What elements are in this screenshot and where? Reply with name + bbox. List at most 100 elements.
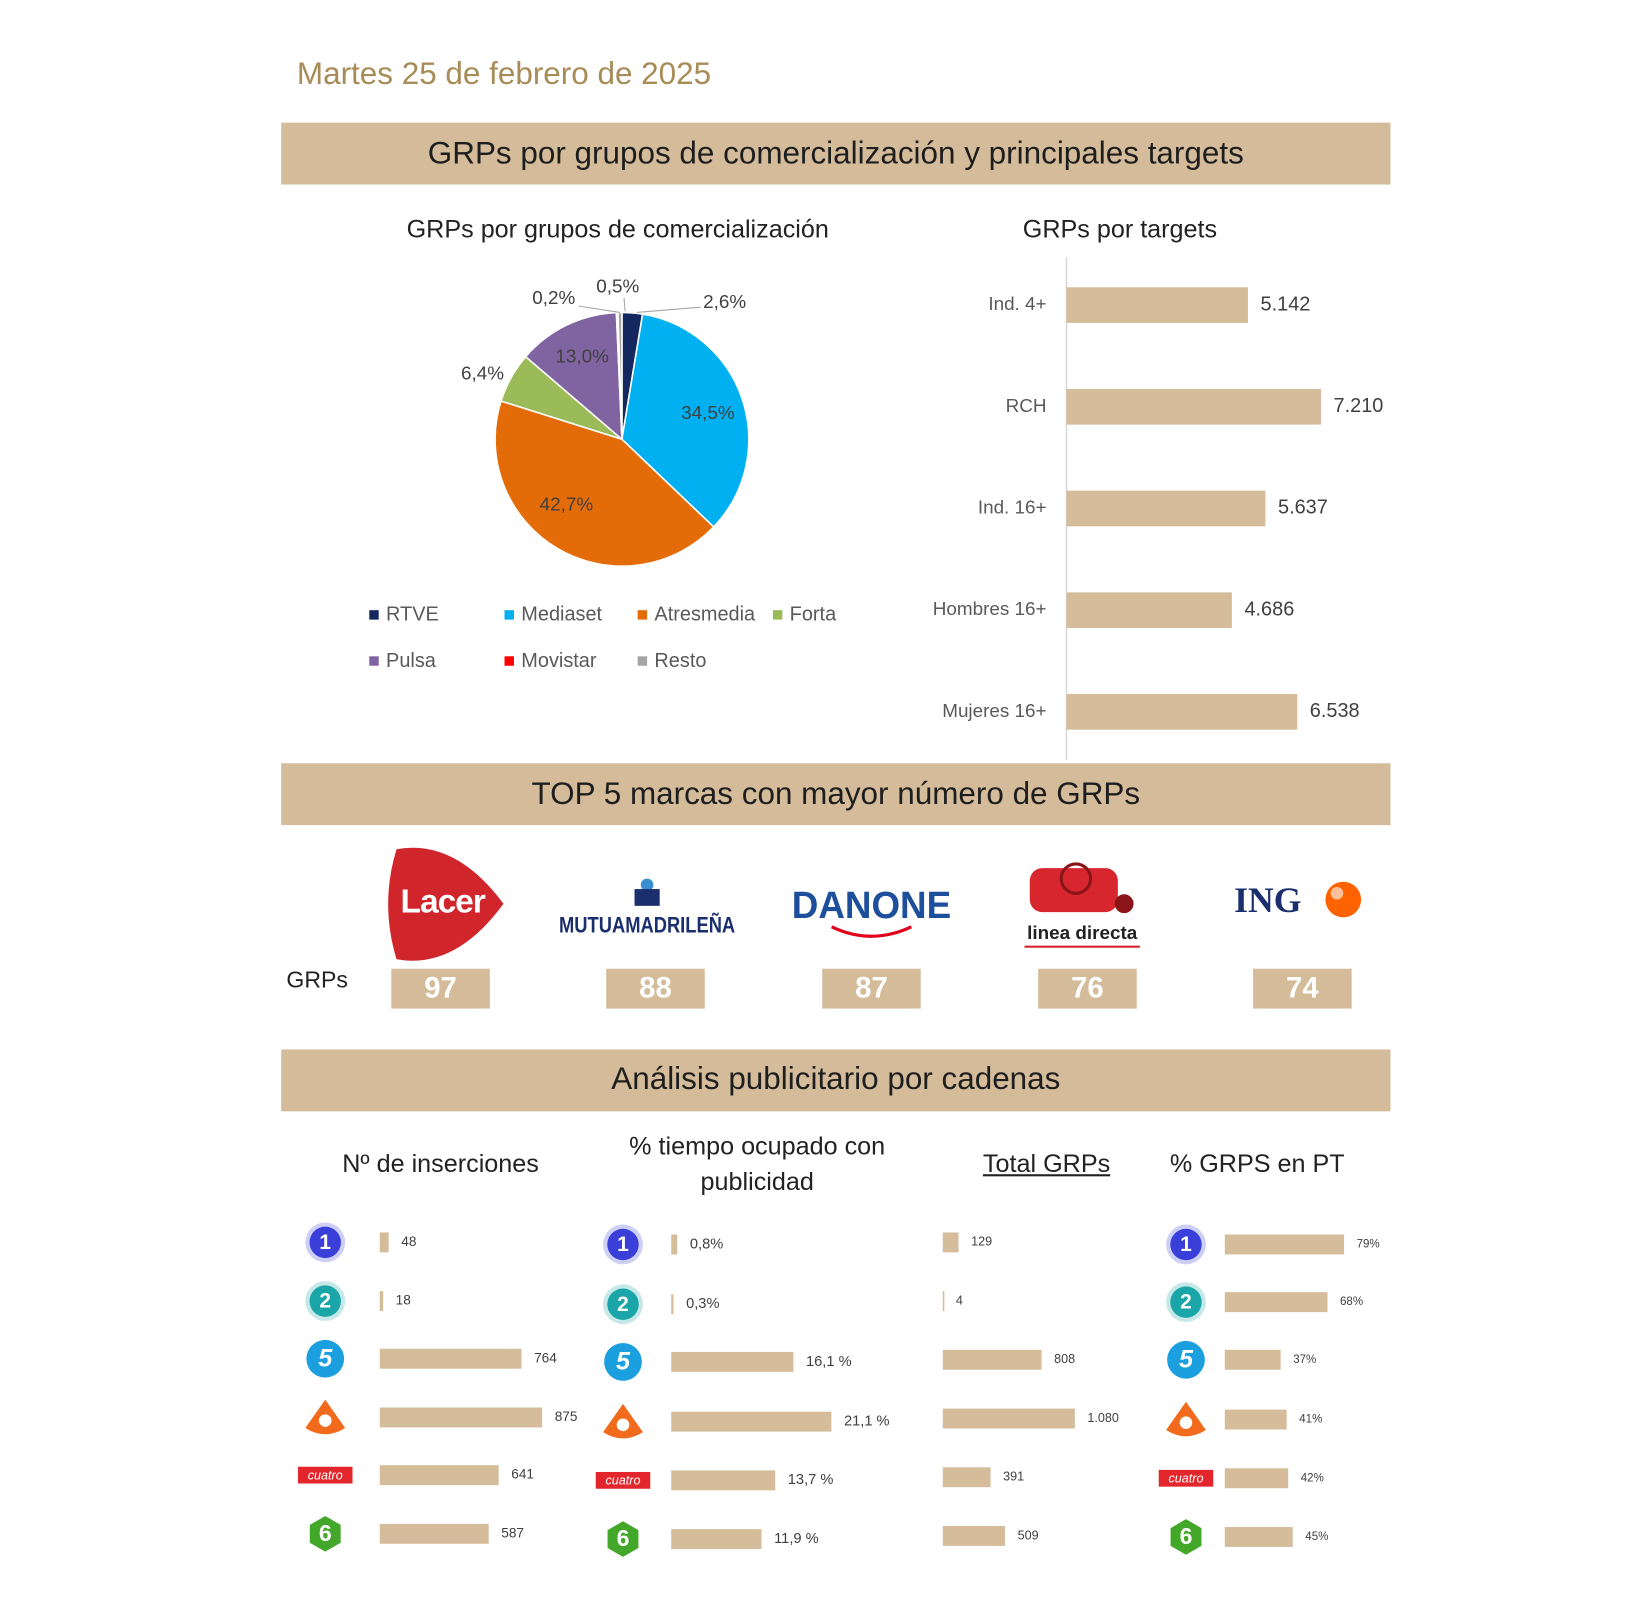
bar bbox=[1066, 388, 1321, 425]
data-label: 18 bbox=[396, 1293, 411, 1308]
brand-logo bbox=[1325, 881, 1362, 918]
bar bbox=[1066, 694, 1298, 730]
data-label: 34,5% bbox=[681, 402, 735, 423]
data-label: 45% bbox=[1305, 1531, 1328, 1543]
data-label: 21,1 % bbox=[844, 1414, 890, 1430]
channel-logo-text: 5 bbox=[616, 1348, 631, 1376]
bar bbox=[379, 1407, 543, 1428]
channel-logo bbox=[1158, 1469, 1214, 1487]
brand-logo bbox=[388, 847, 504, 961]
channel-logo-text: 2 bbox=[1180, 1291, 1192, 1314]
y-tick-label: Hombres 16+ bbox=[933, 598, 1047, 619]
legend-swatch bbox=[637, 610, 648, 620]
data-label: 11,9 % bbox=[774, 1531, 819, 1547]
channel-logo bbox=[595, 1471, 651, 1489]
data-label: 764 bbox=[534, 1350, 557, 1365]
data-label: 587 bbox=[501, 1525, 524, 1540]
section-band bbox=[281, 122, 1391, 185]
data-label: 13,0% bbox=[555, 345, 609, 366]
data-label: 13,7 % bbox=[788, 1472, 834, 1488]
y-tick-label: RCH bbox=[1006, 395, 1047, 416]
legend-swatch bbox=[772, 610, 783, 620]
channel-logo-text: 6 bbox=[1180, 1523, 1193, 1549]
brand-logo bbox=[1330, 886, 1344, 900]
bar bbox=[1224, 1468, 1289, 1489]
data-label: 0,5% bbox=[596, 275, 639, 296]
legend-swatch bbox=[369, 610, 379, 620]
bar bbox=[671, 1529, 762, 1550]
grps-box bbox=[1253, 968, 1352, 1009]
data-label: 129 bbox=[971, 1235, 992, 1249]
channel-logo bbox=[607, 1288, 639, 1320]
legend-label: Resto bbox=[654, 650, 706, 672]
chart-title: GRPs por grupos de comercialización bbox=[407, 215, 829, 243]
grps-box bbox=[606, 968, 705, 1009]
grps-box bbox=[822, 968, 921, 1009]
legend-swatch bbox=[504, 656, 514, 666]
bar bbox=[671, 1234, 678, 1255]
bar bbox=[942, 1525, 1006, 1546]
data-label: 6.538 bbox=[1310, 700, 1360, 722]
data-label: 509 bbox=[1018, 1528, 1039, 1542]
leader-line bbox=[636, 306, 701, 313]
section-title: TOP 5 marcas con mayor número de GRPs bbox=[532, 776, 1141, 811]
y-tick-label: Ind. 16+ bbox=[978, 496, 1047, 517]
channel-logo-text: cuatro bbox=[308, 1469, 343, 1483]
grps-box bbox=[391, 968, 490, 1009]
bar bbox=[1066, 490, 1266, 527]
legend-label: Mediaset bbox=[521, 604, 602, 626]
legend-label: Pulsa bbox=[386, 650, 437, 672]
channel-logo-detail bbox=[1179, 1416, 1193, 1429]
data-label: 2,6% bbox=[703, 291, 746, 312]
legend-label: Forta bbox=[790, 604, 837, 626]
chart-title-text: Total GRPs bbox=[982, 1150, 1111, 1179]
brand-logo bbox=[1029, 868, 1118, 913]
channel-logo bbox=[1170, 1228, 1202, 1261]
bar bbox=[942, 1408, 1075, 1429]
channel-logo bbox=[1170, 1286, 1202, 1318]
grps-value: 76 bbox=[1071, 971, 1104, 1004]
pie-slice bbox=[621, 313, 750, 529]
brand-logo bbox=[1059, 862, 1093, 895]
bar bbox=[379, 1291, 384, 1312]
legend-swatch bbox=[369, 656, 379, 666]
data-label: 641 bbox=[511, 1467, 534, 1482]
chart-title-text: Nº de inserciones bbox=[342, 1150, 539, 1179]
pie-slice bbox=[494, 400, 715, 567]
brand-logo bbox=[830, 925, 912, 938]
brand-name: ING bbox=[1234, 880, 1301, 920]
channel-logo bbox=[604, 1343, 642, 1381]
bar bbox=[942, 1349, 1042, 1370]
channel-logo bbox=[309, 1516, 341, 1552]
data-label: 41% bbox=[1299, 1414, 1322, 1426]
bar bbox=[1224, 1527, 1293, 1547]
chart-title: % GRPS en PT bbox=[1170, 1150, 1345, 1178]
channel-logo bbox=[1170, 1519, 1202, 1555]
brand-logo bbox=[1114, 894, 1134, 914]
brand-logo bbox=[640, 878, 654, 892]
section-title: GRPs por grupos de comercialización y pr… bbox=[428, 135, 1244, 170]
bar bbox=[942, 1467, 991, 1488]
bar bbox=[1066, 592, 1232, 629]
bar bbox=[942, 1232, 959, 1253]
data-label: 391 bbox=[1003, 1470, 1024, 1484]
channel-logo-text: 1 bbox=[617, 1233, 629, 1256]
data-label: 5.637 bbox=[1278, 497, 1328, 519]
grps-value: 87 bbox=[855, 971, 888, 1004]
data-label: 16,1 % bbox=[806, 1354, 852, 1370]
channel-logo-text: 2 bbox=[617, 1293, 629, 1316]
channel-logo bbox=[297, 1466, 353, 1484]
data-label: 68% bbox=[1340, 1296, 1363, 1308]
channel-logo-text: 1 bbox=[1180, 1233, 1192, 1256]
bar bbox=[942, 1291, 945, 1312]
bar bbox=[1066, 287, 1248, 323]
bar bbox=[671, 1351, 794, 1372]
chart-title: GRPs por targets bbox=[1023, 215, 1217, 243]
channel-logo-text: 5 bbox=[318, 1344, 333, 1372]
data-label: 5.142 bbox=[1261, 293, 1311, 315]
data-label: 0,8% bbox=[690, 1236, 723, 1252]
channel-logo bbox=[309, 1226, 341, 1259]
legend-label: Atresmedia bbox=[654, 604, 756, 626]
data-label: 37% bbox=[1293, 1354, 1316, 1366]
data-label: 79% bbox=[1357, 1239, 1380, 1251]
